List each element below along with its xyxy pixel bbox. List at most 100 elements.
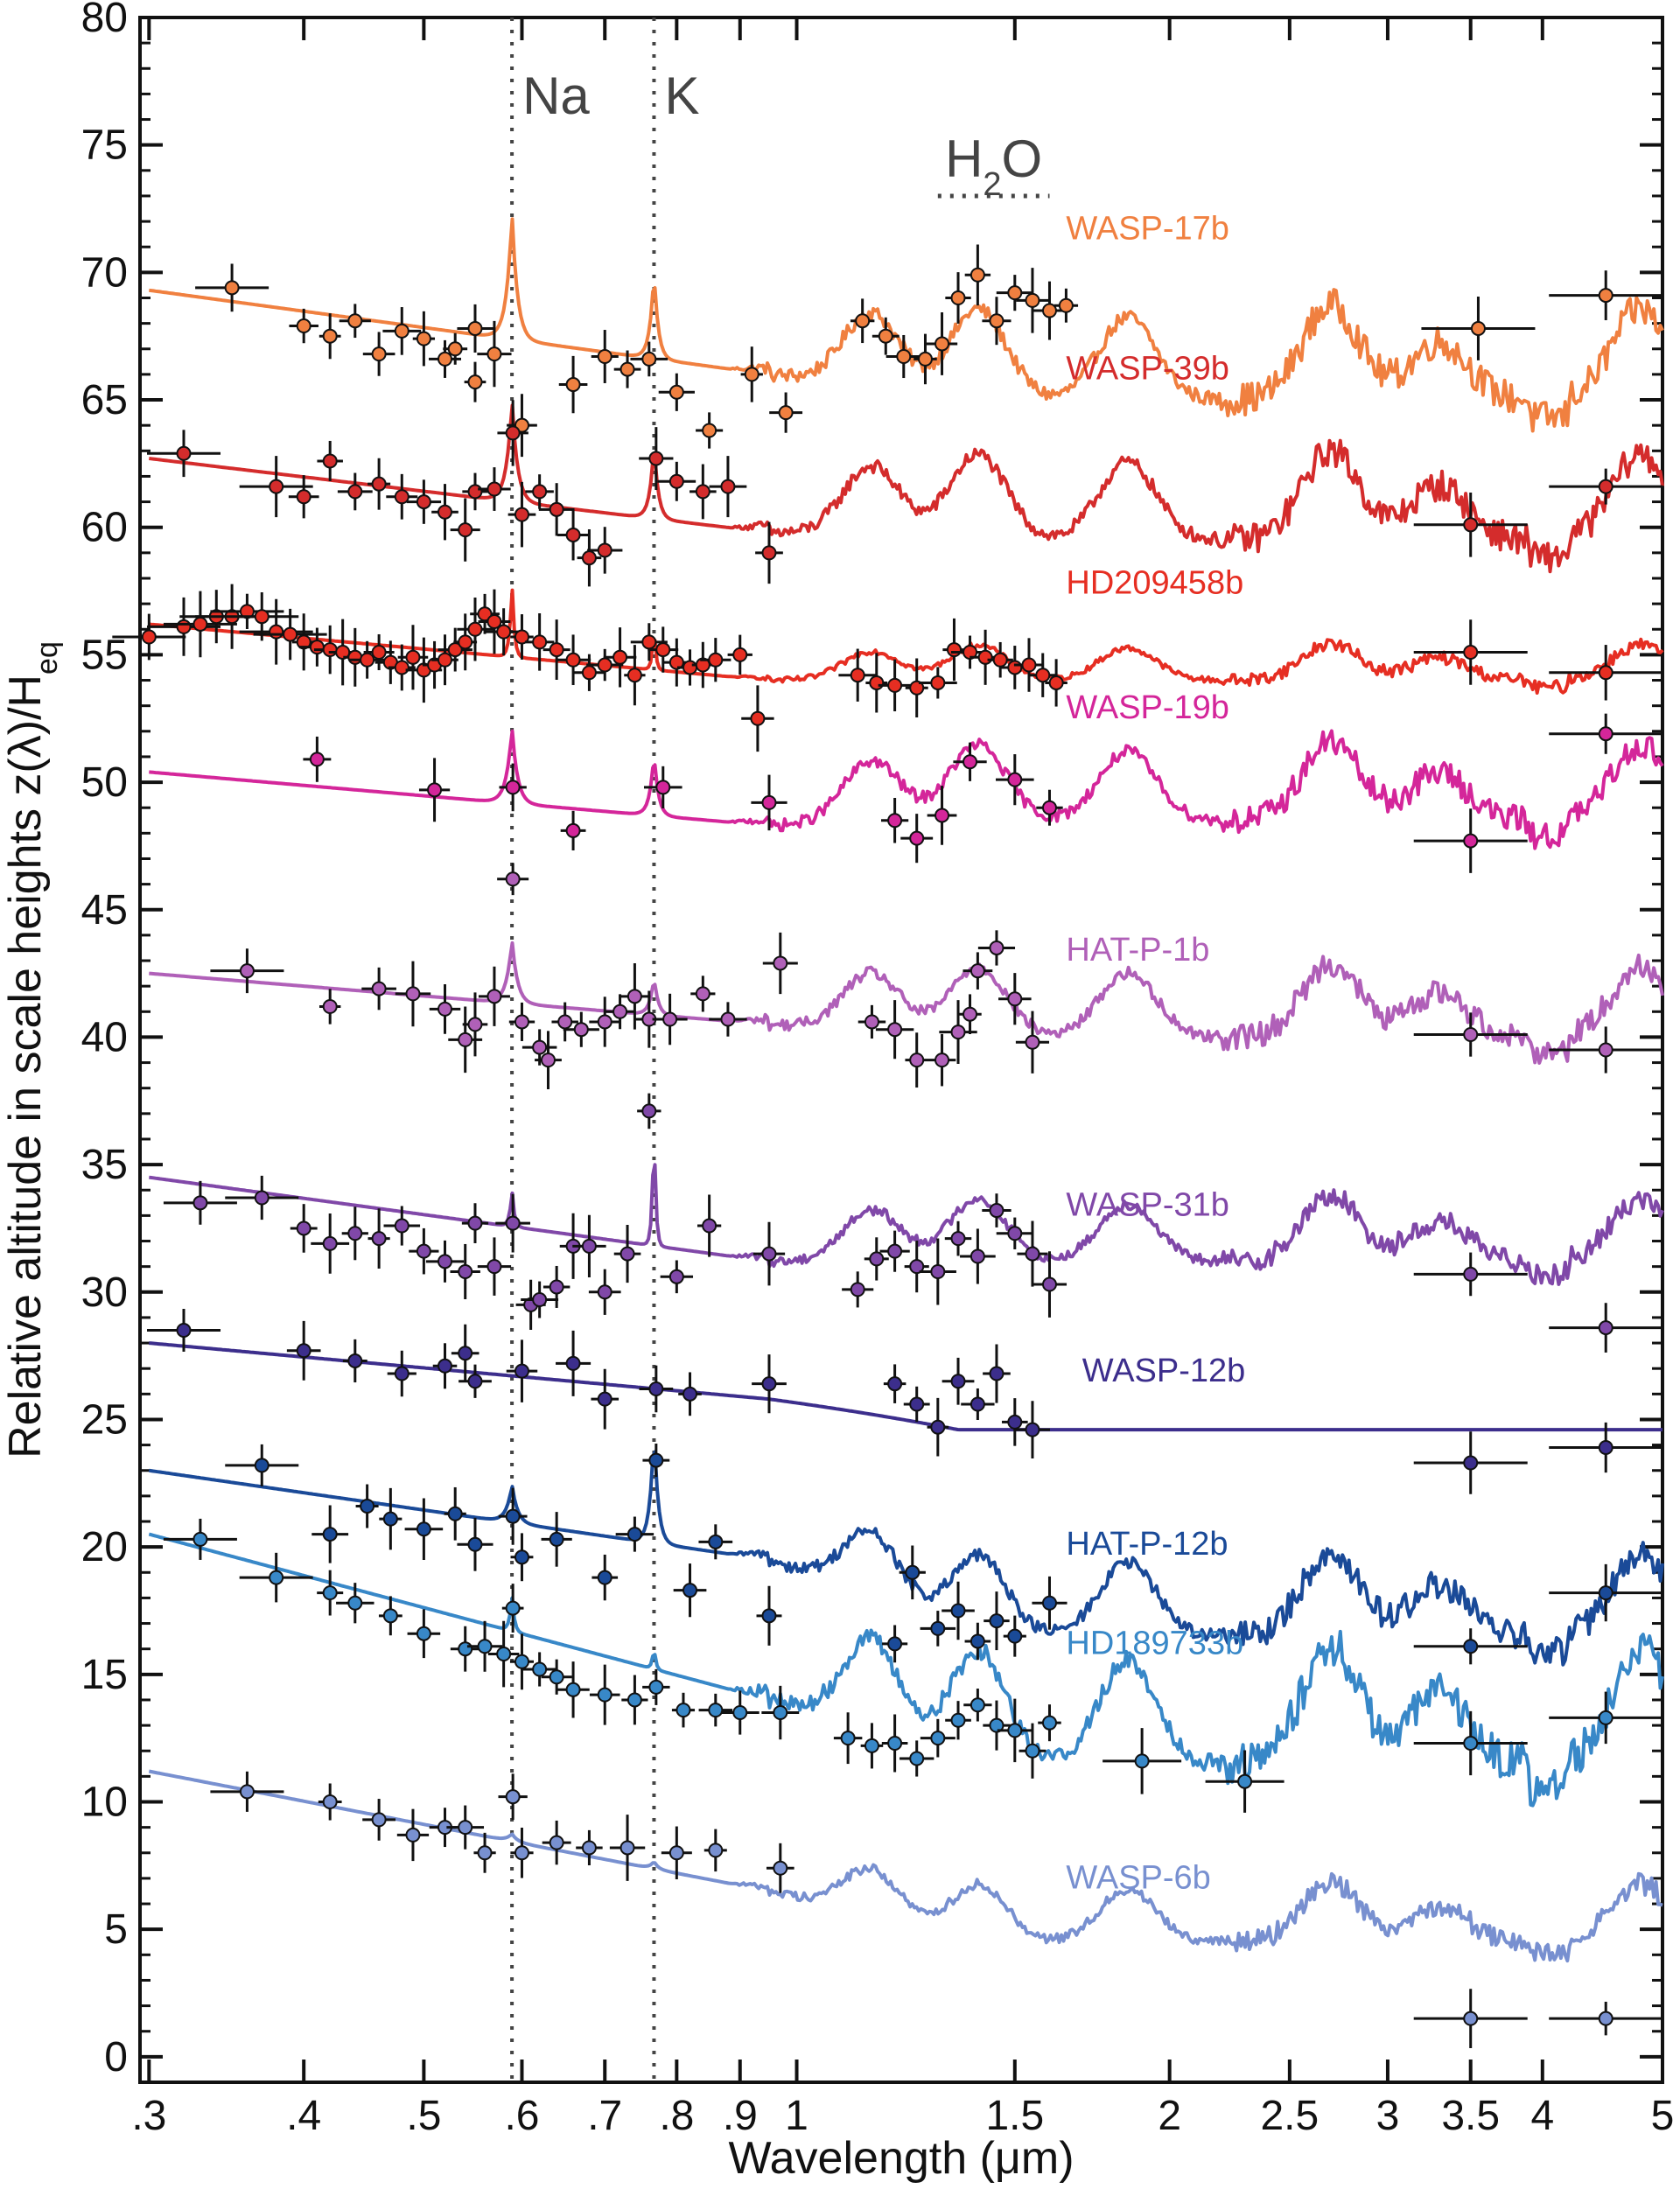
data-point-hat-p-12b — [761, 1608, 777, 1624]
data-point-hat-p-12b — [950, 1603, 966, 1619]
data-point-hat-p-1b — [371, 981, 387, 997]
data-point-wasp-31b — [1007, 1226, 1023, 1241]
data-point-wasp-12b — [970, 1396, 985, 1412]
data-point-hat-p-12b — [505, 1508, 521, 1524]
data-point-hd209458b — [946, 642, 962, 658]
data-point-hd209458b — [850, 668, 865, 683]
y-tick-label: 0 — [104, 2034, 128, 2081]
data-point-wasp-19b — [1041, 800, 1057, 815]
data-point-hd209458b — [668, 654, 684, 670]
x-tick-label: .7 — [587, 2093, 622, 2139]
data-point-wasp-39b — [347, 484, 363, 500]
model-line-wasp-12b — [149, 1341, 1662, 1432]
data-point-hat-p-1b — [505, 871, 521, 887]
y-tick-label: 80 — [81, 0, 128, 41]
data-point-hat-p-12b — [648, 1452, 664, 1468]
data-point-wasp-17b — [224, 280, 240, 296]
data-point-hd209458b — [581, 665, 597, 681]
data-point-hd189733b — [676, 1703, 691, 1718]
x-tick-label: 3.5 — [1441, 2093, 1500, 2139]
data-point-wasp-31b — [850, 1282, 865, 1297]
data-point-wasp-17b — [347, 313, 363, 329]
data-point-hd209458b — [750, 710, 766, 726]
data-point-hd209458b — [254, 609, 270, 625]
data-point-wasp-31b — [486, 1259, 502, 1275]
data-point-hd189733b — [773, 1705, 788, 1721]
data-point-hd189733b — [549, 1669, 564, 1685]
data-point-wasp-6b — [581, 1840, 597, 1856]
data-point-wasp-17b — [702, 423, 718, 438]
data-point-wasp-39b — [549, 501, 564, 517]
data-point-wasp-31b — [641, 1103, 657, 1119]
data-point-wasp-39b — [437, 504, 452, 520]
data-point-hd209458b — [322, 642, 338, 658]
data-point-hat-p-1b — [909, 1053, 925, 1068]
y-tick-label: 35 — [81, 1142, 128, 1188]
data-point-wasp-6b — [1463, 2011, 1479, 2026]
k-label: K — [664, 66, 699, 125]
data-point-wasp-19b — [1598, 726, 1614, 742]
data-point-hd189733b — [382, 1608, 398, 1624]
data-point-wasp-39b — [486, 481, 502, 497]
data-point-hat-p-1b — [720, 1011, 736, 1027]
data-point-wasp-17b — [970, 267, 985, 283]
data-point-wasp-31b — [909, 1259, 925, 1275]
data-point-hat-p-12b — [1007, 1628, 1023, 1644]
data-point-wasp-31b — [458, 1263, 473, 1279]
data-point-hd189733b — [565, 1682, 581, 1697]
data-point-wasp-39b — [668, 473, 684, 489]
data-point-wasp-31b — [505, 1215, 521, 1231]
data-point-wasp-6b — [1598, 2011, 1614, 2026]
data-point-wasp-12b — [514, 1363, 529, 1379]
data-point-wasp-31b — [620, 1246, 635, 1262]
data-point-wasp-6b — [477, 1845, 493, 1861]
y-tick-label: 55 — [81, 632, 128, 678]
x-tick-label: 1 — [785, 2093, 808, 2139]
data-point-hd209458b — [1035, 668, 1051, 683]
data-point-hd189733b — [1041, 1715, 1057, 1731]
x-tick-label: 5 — [1651, 2093, 1675, 2139]
data-point-wasp-12b — [437, 1358, 452, 1374]
data-point-wasp-17b — [1058, 297, 1074, 313]
data-point-hd209458b — [565, 652, 581, 668]
data-point-hat-p-1b — [597, 1014, 612, 1030]
data-point-hd209458b — [239, 604, 255, 619]
data-point-wasp-31b — [869, 1251, 885, 1267]
data-point-wasp-31b — [930, 1263, 946, 1279]
data-point-hat-p-1b — [970, 963, 985, 979]
data-point-wasp-31b — [467, 1215, 483, 1231]
data-point-wasp-6b — [239, 1784, 255, 1800]
data-point-hd189733b — [458, 1641, 473, 1657]
data-point-wasp-17b — [447, 341, 463, 357]
x-tick-label: 2 — [1158, 2093, 1181, 2139]
data-point-hd189733b — [732, 1705, 748, 1721]
series-label-hat-p-1b: HAT-P-1b — [1066, 932, 1209, 969]
data-point-hat-p-12b — [930, 1620, 946, 1636]
data-point-wasp-31b — [1041, 1276, 1057, 1292]
data-point-hat-p-1b — [573, 1022, 589, 1038]
h2o-label: H2O — [945, 129, 1042, 203]
data-point-hd209458b — [887, 677, 903, 693]
data-point-hd189733b — [909, 1751, 925, 1766]
series-label-hat-p-12b: HAT-P-12b — [1066, 1526, 1228, 1563]
data-point-hd189733b — [648, 1679, 664, 1695]
data-point-hd209458b — [695, 657, 710, 673]
data-point-hat-p-1b — [514, 1014, 529, 1030]
data-point-hat-p-1b — [864, 1014, 879, 1030]
data-point-wasp-31b — [887, 1243, 903, 1259]
data-point-wasp-31b — [1463, 1266, 1479, 1282]
data-point-hat-p-12b — [514, 1549, 529, 1565]
data-point-wasp-39b — [296, 489, 312, 505]
data-point-hd209458b — [514, 629, 529, 645]
data-point-wasp-19b — [909, 830, 925, 846]
data-point-hd209458b — [930, 675, 946, 690]
data-point-wasp-12b — [296, 1343, 312, 1359]
data-point-wasp-6b — [549, 1835, 564, 1850]
data-point-wasp-39b — [1463, 517, 1479, 533]
data-point-wasp-12b — [950, 1374, 966, 1389]
data-point-wasp-31b — [416, 1243, 431, 1259]
data-point-wasp-12b — [761, 1376, 777, 1392]
data-point-hd209458b — [283, 626, 298, 642]
data-point-hat-p-12b — [382, 1511, 398, 1527]
